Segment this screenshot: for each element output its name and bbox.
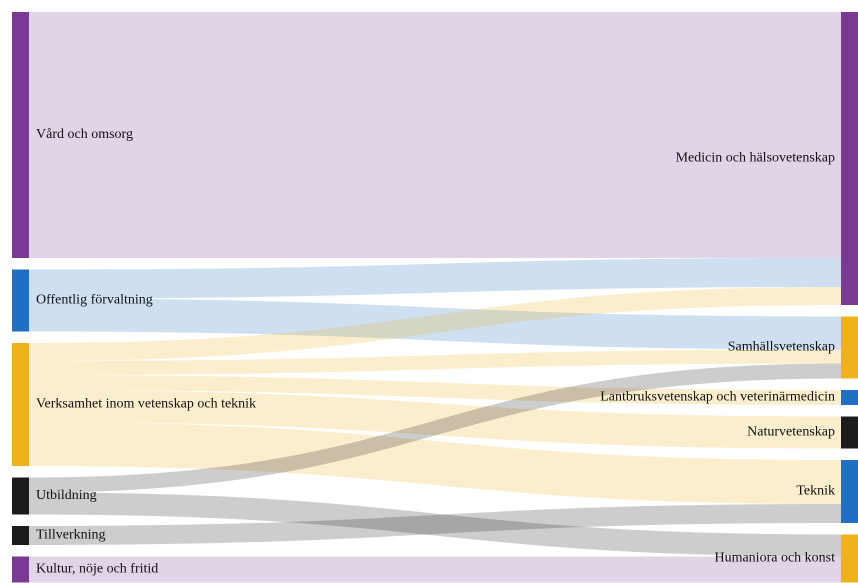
source-label: Offentlig förvaltning <box>36 293 153 308</box>
source-node <box>12 477 29 515</box>
target-label: Lantbruksvetenskap och veterinärmedicin <box>600 390 835 405</box>
source-node <box>12 343 29 466</box>
link <box>29 375 841 405</box>
target-node <box>841 390 858 405</box>
link <box>29 422 841 504</box>
source-label: Vård och omsorg <box>36 127 133 142</box>
link <box>29 349 841 375</box>
labels: Vård och omsorg Offentlig förvaltning Verk… <box>36 127 835 577</box>
target-node <box>841 460 858 523</box>
source-label: Tillverkning <box>36 528 106 543</box>
link <box>29 492 841 557</box>
source-node <box>12 526 29 545</box>
target-node <box>841 12 858 305</box>
link <box>29 390 841 449</box>
link <box>29 556 841 583</box>
target-node <box>841 416 858 449</box>
target-node <box>841 316 858 379</box>
target-node <box>841 534 858 583</box>
target-label: Medicin och hälsovetenskap <box>676 151 835 166</box>
link <box>29 298 841 350</box>
link <box>29 504 841 545</box>
source-label: Utbildning <box>36 488 97 503</box>
link <box>29 287 841 361</box>
source-node <box>12 269 29 332</box>
source-node <box>12 556 29 583</box>
link <box>29 363 841 493</box>
source-node <box>12 12 29 258</box>
target-label: Naturvetenskap <box>747 425 835 440</box>
target-label: Samhällsvetenskap <box>728 340 835 355</box>
source-label: Kultur, nöje och fritid <box>36 562 158 577</box>
nodes <box>12 12 858 583</box>
links <box>29 12 841 583</box>
link <box>29 258 841 299</box>
target-label: Humaniora och konst <box>714 551 835 566</box>
target-label: Teknik <box>796 484 835 499</box>
link <box>29 12 841 258</box>
source-label: Verksamhet inom vetenskap och teknik <box>36 397 256 412</box>
